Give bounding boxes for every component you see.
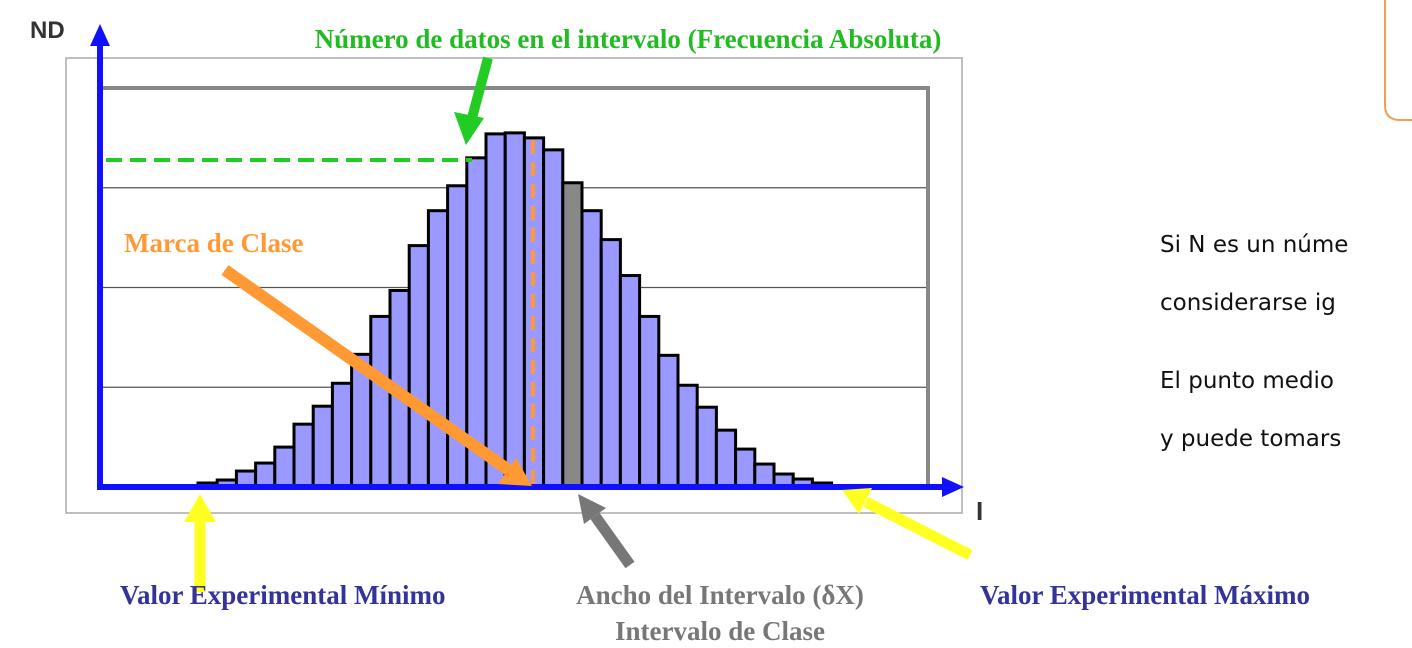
bar xyxy=(638,314,661,489)
bar xyxy=(254,461,277,489)
bar xyxy=(657,353,680,489)
y-arrowhead xyxy=(90,24,110,46)
bar xyxy=(292,422,315,489)
frequency-label: Número de datos en el intervalo (Frecuen… xyxy=(315,24,942,54)
bar xyxy=(618,274,642,489)
bar xyxy=(426,209,450,489)
bar xyxy=(311,404,334,489)
max-label: Valor Experimental Máximo xyxy=(980,580,1310,610)
bar xyxy=(753,462,776,489)
x-axis-label: I xyxy=(976,496,983,526)
side-text: considerarse ig xyxy=(1160,290,1336,316)
min-label: Valor Experimental Mínimo xyxy=(120,580,446,610)
bar xyxy=(542,148,565,489)
y-axis-label: ND xyxy=(30,17,65,44)
x-arrowhead xyxy=(942,477,964,497)
bar xyxy=(734,447,757,489)
min-arrowhead xyxy=(184,494,216,522)
bar xyxy=(561,181,584,489)
width-arrow xyxy=(590,512,635,569)
side-text: Si N es un núme xyxy=(1160,232,1348,258)
side-text: y puede tomars xyxy=(1160,426,1341,452)
max-arrowhead xyxy=(842,488,872,514)
class-interval-label: Intervalo de Clase xyxy=(615,616,825,646)
bar xyxy=(695,405,718,489)
bar xyxy=(580,209,603,489)
class-mark-arrow xyxy=(221,265,514,476)
note-box xyxy=(1384,0,1412,121)
frequency-arrow xyxy=(467,56,493,120)
frequency-arrowhead xyxy=(454,112,484,145)
class-mark-arrowhead xyxy=(498,458,532,486)
bar xyxy=(273,445,296,489)
side-text: El punto medio xyxy=(1160,368,1334,394)
bar xyxy=(330,381,354,489)
width-arrowhead xyxy=(578,494,606,524)
bar xyxy=(676,383,699,489)
class-mark-label: Marca de Clase xyxy=(124,228,303,258)
max-arrow xyxy=(863,497,973,560)
bar xyxy=(714,428,738,489)
bar xyxy=(599,238,622,489)
bar xyxy=(484,132,507,489)
bar xyxy=(369,314,392,489)
width-label: Ancho del Intervalo (δX) xyxy=(576,580,864,610)
bar xyxy=(407,244,430,489)
bar xyxy=(503,131,526,489)
